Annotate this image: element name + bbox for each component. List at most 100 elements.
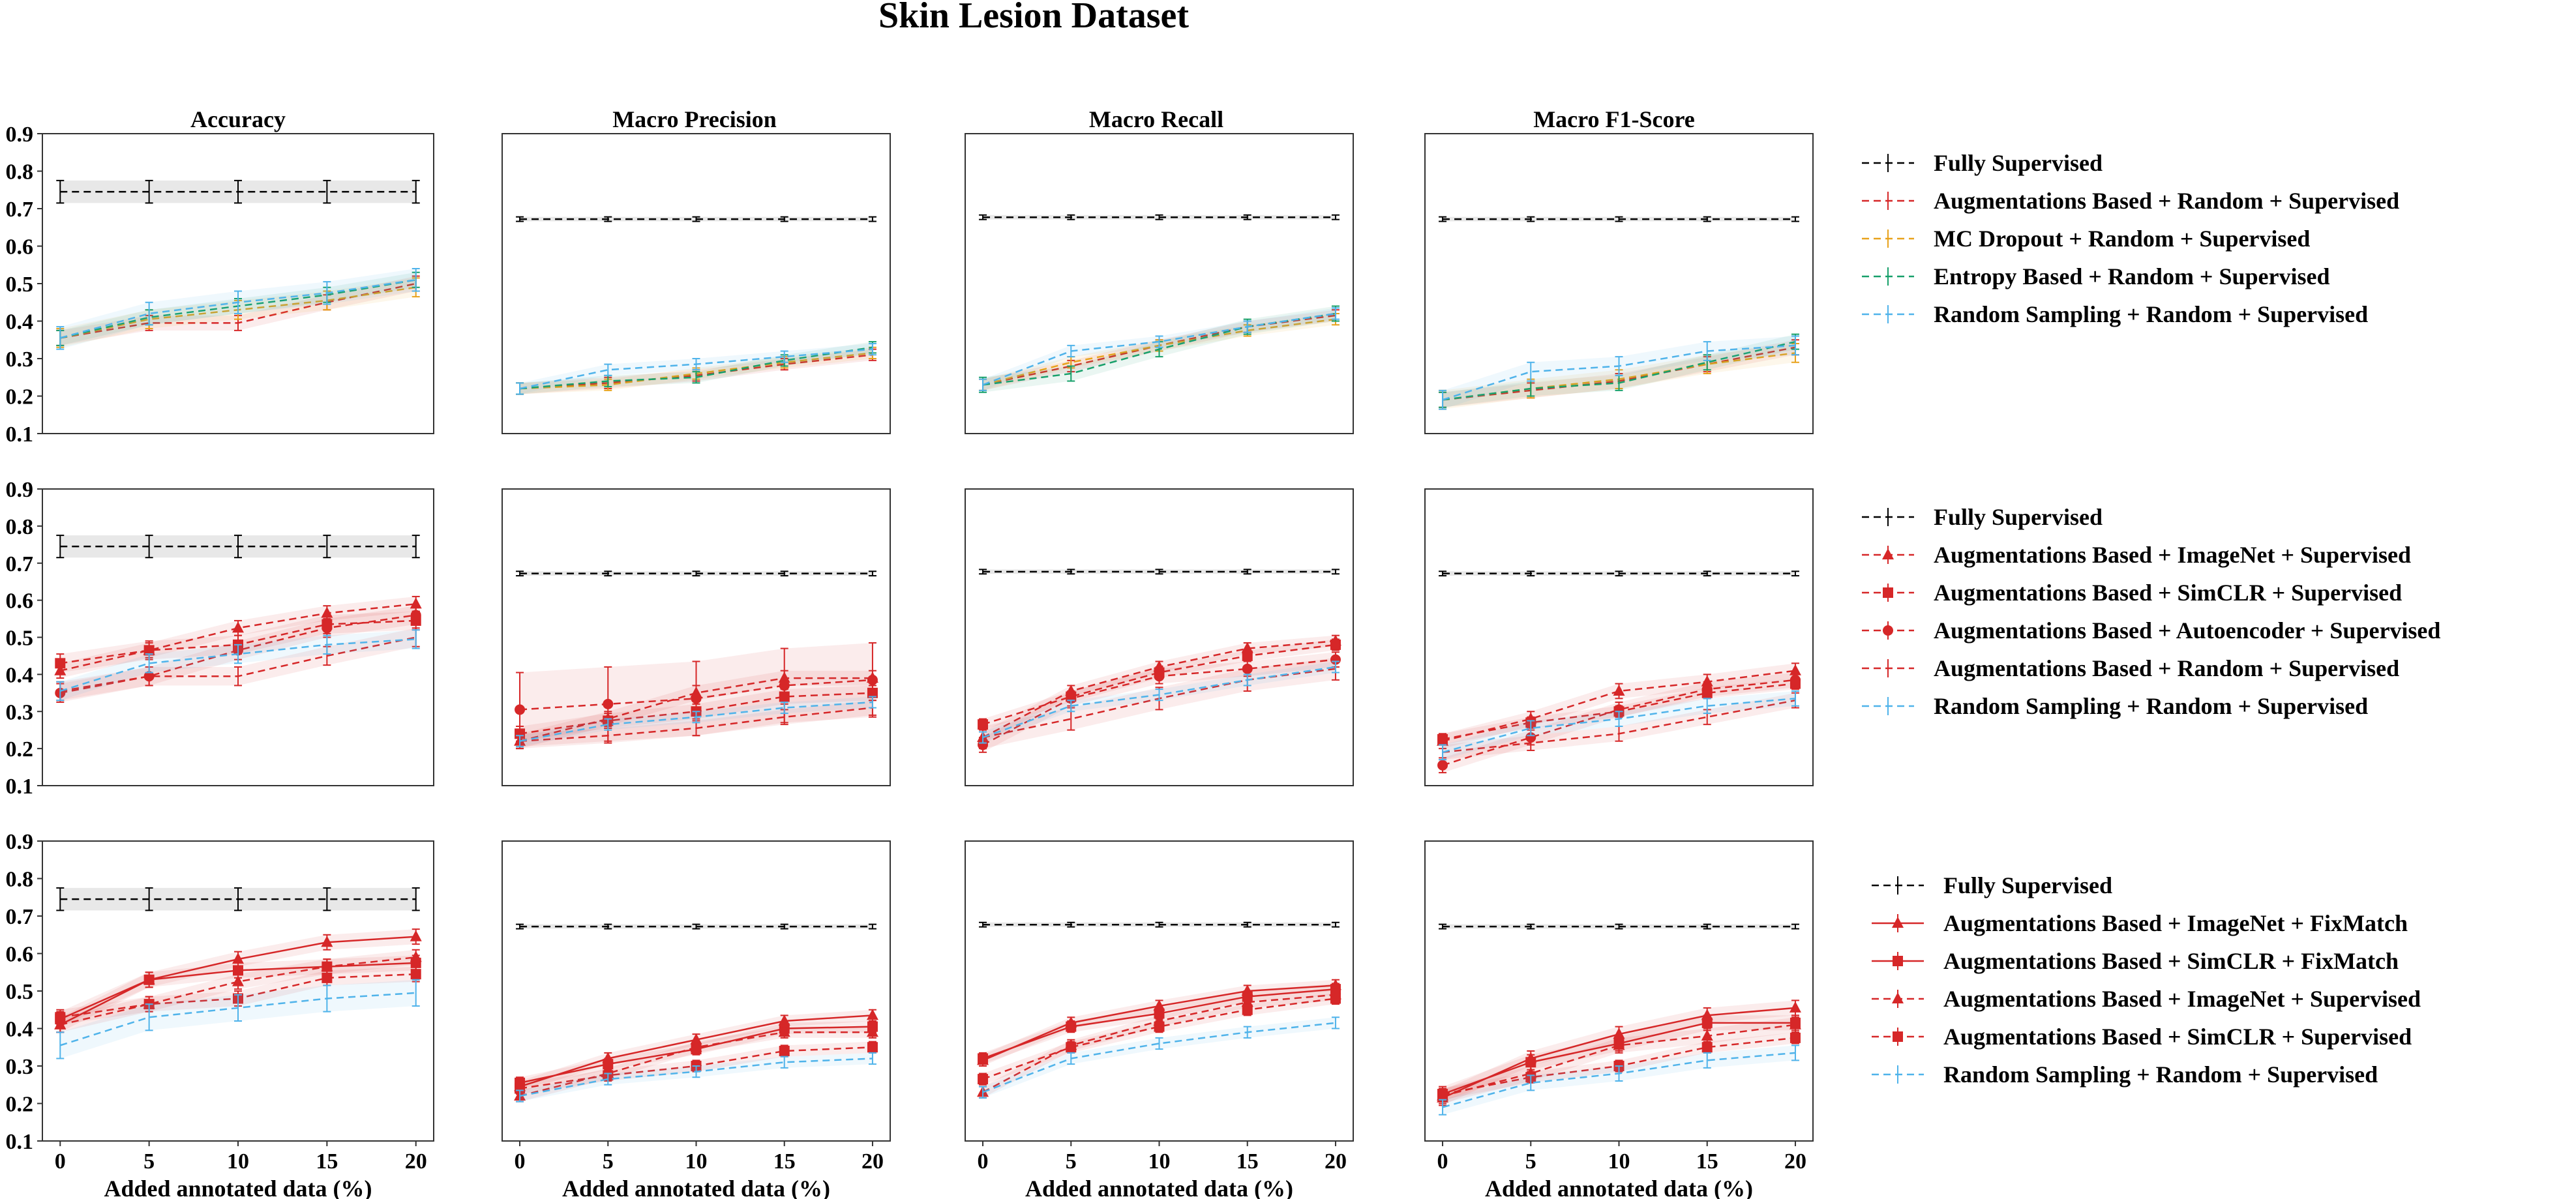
- x-axis-label-macro-precision-row3: Added annotated data (%): [562, 1176, 830, 1199]
- legend-entry-fully-supervised: Fully Supervised: [1862, 150, 2103, 176]
- plot-frame-macro-precision-row3: [502, 840, 891, 1142]
- x-tick-label-macro-f1-score-row3: 5: [1525, 1149, 1536, 1174]
- data-point-augmentations-based-autoencoder-supervised-macro-f1-score-row2: [1437, 760, 1448, 771]
- x-tick-label-macro-recall-row3: 15: [1236, 1149, 1259, 1174]
- column-title-accuracy: Accuracy: [190, 106, 286, 132]
- confidence-band-augmentations-based-simclr-fixmatch-macro-f1-score-row3: [1443, 1015, 1795, 1102]
- data-point-augmentations-based-imagenet-fixmatch-macro-precision-row3: [866, 1009, 878, 1020]
- y-tick-label-accuracy-row2: 0.6: [6, 589, 34, 614]
- y-tick-label-accuracy-row3: 0.9: [6, 830, 34, 854]
- panel-macro-recall-row1: [965, 133, 1354, 434]
- legend-label-random-sampling-random-supervised: Random Sampling + Random + Supervised: [1934, 693, 2368, 719]
- y-tick-label-accuracy-row1: 0.9: [6, 123, 34, 147]
- data-point-augmentations-based-imagenet-supervised-macro-f1-score-row2: [1613, 684, 1625, 696]
- legend-swatch-marker-augmentations-based-simclr-fixmatch: [1893, 956, 1903, 966]
- series-random-sampling-random-supervised-macro-recall-row3: [979, 1016, 1340, 1099]
- series-fully-supervised-accuracy-row1: [56, 179, 420, 204]
- series-line-augmentations-based-imagenet-supervised-macro-f1-score-row3: [1442, 1024, 1796, 1097]
- y-tick-label-accuracy-row3: 0.8: [6, 868, 34, 892]
- legend-label-augmentations-based-simclr-supervised: Augmentations Based + SimCLR + Supervise…: [1934, 580, 2402, 606]
- legend-entry-fully-supervised: Fully Supervised: [1862, 504, 2103, 530]
- data-point-augmentations-based-simclr-supervised-macro-recall-row3: [1154, 1021, 1165, 1032]
- legend-label-fully-supervised: Fully Supervised: [1934, 150, 2103, 176]
- panel-macro-recall-row3: 0 5 10 15 20 Added annotated data (%): [965, 840, 1354, 1199]
- figure-title: Skin Lesion Dataset: [878, 0, 1189, 36]
- legend-swatch-marker-augmentations-based-autoencoder-supervised: [1883, 625, 1893, 636]
- data-point-augmentations-based-simclr-fixmatch-macro-f1-score-row3: [1525, 1057, 1536, 1068]
- y-tick-label-accuracy-row3: 0.2: [6, 1093, 34, 1117]
- series-fully-supervised-accuracy-row3: [56, 887, 420, 911]
- data-point-augmentations-based-autoencoder-supervised-macro-f1-score-row2: [1790, 674, 1801, 685]
- legend-label-fully-supervised: Fully Supervised: [1934, 504, 2103, 530]
- data-point-augmentations-based-autoencoder-supervised-macro-precision-row2: [691, 693, 702, 704]
- legend-label-augmentations-based-random-supervised: Augmentations Based + Random + Supervise…: [1934, 188, 2399, 214]
- legend-label-fully-supervised: Fully Supervised: [1943, 872, 2112, 898]
- x-tick-label-macro-f1-score-row3: 15: [1696, 1149, 1718, 1174]
- panel-macro-precision-row2: [502, 488, 891, 786]
- x-tick-label-macro-recall-row3: 5: [1066, 1149, 1077, 1174]
- data-point-augmentations-based-imagenet-supervised-accuracy-row3: [410, 951, 422, 962]
- x-tick-label-macro-precision-row3: 20: [861, 1149, 884, 1174]
- data-point-augmentations-based-imagenet-supervised-accuracy-row3: [232, 975, 244, 986]
- y-tick-label-accuracy-row1: 0.4: [6, 310, 34, 334]
- panel-macro-f1-score-row2: [1424, 488, 1814, 786]
- y-tick-label-accuracy-row3: 0.4: [6, 1018, 34, 1042]
- data-point-augmentations-based-simclr-supervised-macro-recall-row3: [1242, 1004, 1253, 1015]
- series-line-augmentations-based-imagenet-supervised-macro-f1-score-row2: [1442, 670, 1796, 742]
- data-point-augmentations-based-imagenet-fixmatch-macro-f1-score-row3: [1701, 1009, 1713, 1020]
- data-point-augmentations-based-simclr-supervised-accuracy-row3: [410, 969, 421, 980]
- legend-swatch-marker-augmentations-based-imagenet-fixmatch: [1892, 917, 1904, 928]
- data-point-augmentations-based-simclr-supervised-macro-precision-row3: [779, 1046, 790, 1056]
- data-point-augmentations-based-autoencoder-supervised-macro-recall-row2: [1066, 693, 1077, 704]
- series-random-sampling-random-supervised-accuracy-row2: [56, 629, 420, 702]
- legend-entry-random-sampling-random-supervised: Random Sampling + Random + Supervised: [1862, 693, 2368, 719]
- series-fully-supervised-macro-precision-row2: [516, 570, 876, 577]
- x-tick-label-macro-recall-row3: 20: [1325, 1149, 1347, 1174]
- legend-label-augmentations-based-imagenet-fixmatch: Augmentations Based + ImageNet + FixMatc…: [1943, 910, 2408, 936]
- data-point-augmentations-based-simclr-supervised-accuracy-row3: [55, 1012, 66, 1023]
- x-tick-label-macro-recall-row3: 10: [1148, 1149, 1171, 1174]
- x-tick-label-macro-precision-row3: 0: [515, 1149, 526, 1174]
- data-point-augmentations-based-simclr-supervised-macro-f1-score-row2: [1437, 733, 1448, 745]
- x-tick-label-macro-precision-row3: 5: [603, 1149, 614, 1174]
- legend-label-random-sampling-random-supervised: Random Sampling + Random + Supervised: [1934, 301, 2368, 327]
- series-fully-supervised-macro-recall-row3: [979, 921, 1340, 928]
- legend-entry-augmentations-based-imagenet-supervised: Augmentations Based + ImageNet + Supervi…: [1872, 986, 2421, 1012]
- legend-swatch-marker-augmentations-based-imagenet-supervised: [1882, 548, 1894, 559]
- y-tick-label-accuracy-row3: 0.3: [6, 1055, 34, 1079]
- x-tick-label-macro-precision-row3: 10: [685, 1149, 708, 1174]
- data-point-augmentations-based-autoencoder-supervised-macro-recall-row2: [1154, 671, 1165, 682]
- series-random-sampling-random-supervised-macro-recall-row1: [979, 307, 1340, 391]
- legend-label-augmentations-based-random-supervised: Augmentations Based + Random + Supervise…: [1934, 655, 2399, 681]
- legend-label-augmentations-based-imagenet-supervised: Augmentations Based + ImageNet + Supervi…: [1943, 986, 2421, 1012]
- series-fully-supervised-macro-recall-row1: [979, 214, 1340, 220]
- legend-entry-augmentations-based-autoencoder-supervised: Augmentations Based + Autoencoder + Supe…: [1862, 617, 2440, 644]
- data-point-augmentations-based-imagenet-supervised-macro-f1-score-row3: [1789, 1018, 1801, 1029]
- x-tick-label-macro-f1-score-row3: 0: [1437, 1149, 1448, 1174]
- series-augmentations-based-simclr-supervised-macro-recall-row3: [978, 992, 1341, 1086]
- chart-grid: 0.10.20.30.40.50.60.70.80.9 0.1 0.2 0.3 0.4 0…: [6, 123, 1814, 1199]
- y-tick-label-accuracy-row2: 0.9: [6, 478, 34, 502]
- x-tick-label-accuracy-row3: 20: [405, 1149, 427, 1174]
- data-point-augmentations-based-simclr-supervised-macro-f1-score-row3: [1701, 1042, 1713, 1053]
- x-axis-label-macro-recall-row3: Added annotated data (%): [1025, 1176, 1293, 1199]
- panel-accuracy-row2: 0.1 0.2 0.3 0.4 0.5 0.6 0.7 0.8 0.9: [6, 478, 434, 799]
- y-tick-label-accuracy-row3: 0.1: [6, 1130, 34, 1154]
- legend-label-augmentations-based-imagenet-supervised: Augmentations Based + ImageNet + Supervi…: [1934, 542, 2411, 568]
- data-point-augmentations-based-simclr-supervised-macro-recall-row3: [978, 1074, 989, 1085]
- x-axis-label-macro-f1-score-row3: Added annotated data (%): [1485, 1176, 1753, 1199]
- legend-label-entropy-based-random-supervised: Entropy Based + Random + Supervised: [1934, 263, 2329, 289]
- series-fully-supervised-macro-precision-row1: [516, 216, 876, 222]
- data-point-augmentations-based-imagenet-supervised-macro-f1-score-row3: [1613, 1039, 1625, 1050]
- data-point-augmentations-based-imagenet-supervised-macro-f1-score-row3: [1701, 1029, 1713, 1041]
- y-tick-label-accuracy-row1: 0.2: [6, 385, 34, 409]
- x-tick-label-accuracy-row3: 0: [55, 1149, 66, 1174]
- data-point-augmentations-based-imagenet-supervised-macro-precision-row3: [690, 1041, 702, 1052]
- plot-frame-macro-precision-row2: [502, 488, 891, 786]
- series-line-augmentations-based-simclr-supervised-macro-recall-row3: [982, 998, 1336, 1080]
- data-point-augmentations-based-simclr-supervised-macro-recall-row2: [978, 719, 989, 730]
- data-point-augmentations-based-imagenet-supervised-macro-precision-row3: [778, 1026, 790, 1037]
- series-random-sampling-random-supervised-accuracy-row3: [56, 979, 420, 1059]
- column-title-macro-precision: Macro Precision: [612, 106, 777, 132]
- data-point-augmentations-based-simclr-supervised-macro-recall-row2: [1242, 650, 1253, 661]
